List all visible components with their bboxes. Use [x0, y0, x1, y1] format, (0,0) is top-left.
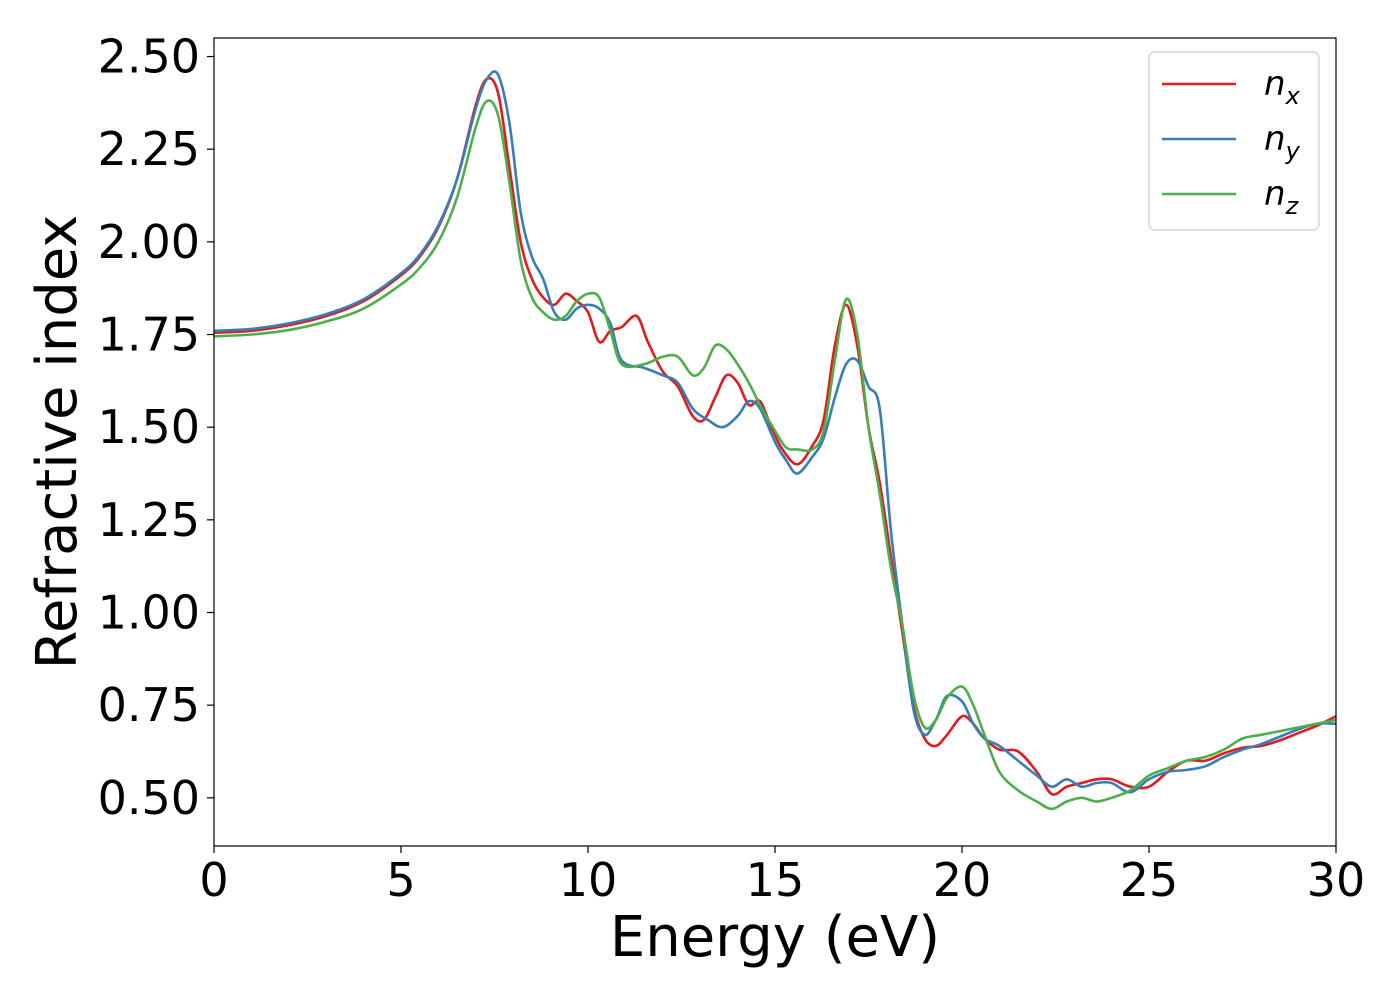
- legend-label-n-x: nx: [1264, 64, 1301, 110]
- series-layer: [214, 70, 1336, 811]
- y-tick-label: 2.25: [98, 122, 200, 176]
- y-tick-label: 1.25: [98, 493, 200, 547]
- x-tick-label: 30: [1307, 853, 1366, 907]
- legend-label-n-z: nz: [1264, 174, 1300, 220]
- legend-label-base: n: [1264, 64, 1286, 104]
- x-tick-label: 20: [933, 853, 992, 907]
- x-tick-label: 10: [559, 853, 618, 907]
- series-line-n-x: [214, 76, 1336, 796]
- y-axis-title: Refractive index: [25, 215, 90, 670]
- x-axis-title: Energy (eV): [610, 905, 940, 970]
- y-tick-label: 2.00: [98, 215, 200, 269]
- legend-label-base: n: [1264, 119, 1286, 159]
- x-tick-label: 0: [199, 853, 228, 907]
- x-tick-label: 15: [746, 853, 805, 907]
- y-tick-label: 1.00: [98, 585, 200, 639]
- legend-label-subscript: z: [1285, 192, 1300, 220]
- y-tick-label: 1.75: [98, 308, 200, 362]
- y-tick-label: 2.50: [98, 30, 200, 84]
- series-line-n-z: [214, 99, 1336, 811]
- legend-box: [1148, 51, 1320, 231]
- series-line-n-y: [214, 70, 1336, 794]
- y-axis-ticks: 0.50 0.75 1.00 1.25 1.50 1.75 2.00 2.25 2.50: [98, 30, 214, 825]
- x-tick-label: 5: [386, 853, 415, 907]
- x-tick-label: 25: [1120, 853, 1179, 907]
- x-axis-ticks: 0 5 10 15 20 25 30: [199, 846, 1365, 907]
- y-tick-label: 1.50: [98, 400, 200, 454]
- y-tick-label: 0.50: [98, 771, 200, 825]
- y-tick-label: 0.75: [98, 678, 200, 732]
- legend-label-n-y: ny: [1264, 119, 1301, 165]
- legend-label-base: n: [1264, 174, 1286, 214]
- legend-label-subscript: y: [1285, 137, 1301, 165]
- legend-label-subscript: x: [1285, 82, 1301, 110]
